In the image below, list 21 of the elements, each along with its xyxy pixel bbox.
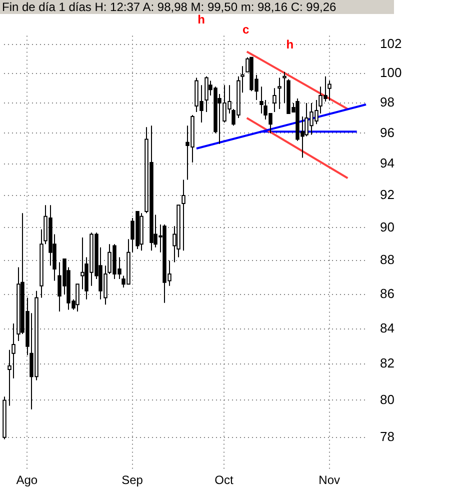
x-tick-label: Sep bbox=[122, 473, 144, 488]
y-tick-label: 90 bbox=[380, 219, 394, 234]
x-tick-label: Nov bbox=[318, 473, 340, 488]
y-tick-label: 94 bbox=[380, 156, 394, 171]
annotation: c bbox=[242, 22, 250, 36]
y-tick-label: 78 bbox=[380, 428, 394, 444]
y-tick-label: 96 bbox=[380, 124, 394, 140]
y-tick-label: 102 bbox=[380, 36, 402, 51]
y-tick-label: 92 bbox=[380, 187, 394, 202]
x-tick-label: Oct bbox=[214, 473, 234, 488]
y-tick-label: 88 bbox=[380, 252, 394, 268]
y-tick-label: 84 bbox=[380, 320, 394, 336]
x-tick-label: Ago bbox=[16, 473, 38, 488]
text: h bbox=[198, 12, 205, 26]
chart-title: Fin de día 1 días H: 12:37 A: 98,98 M: 99,50 m: 98,16 C: 99,26 bbox=[0, 0, 394, 14]
annotation: h bbox=[286, 37, 294, 52]
y-tick-label: 86 bbox=[380, 286, 394, 301]
y-tick-label: 98 bbox=[380, 94, 394, 110]
y-tick-label: 80 bbox=[380, 392, 394, 407]
y-tick-label: 82 bbox=[380, 356, 394, 371]
y-tick-label: 100 bbox=[380, 64, 402, 80]
